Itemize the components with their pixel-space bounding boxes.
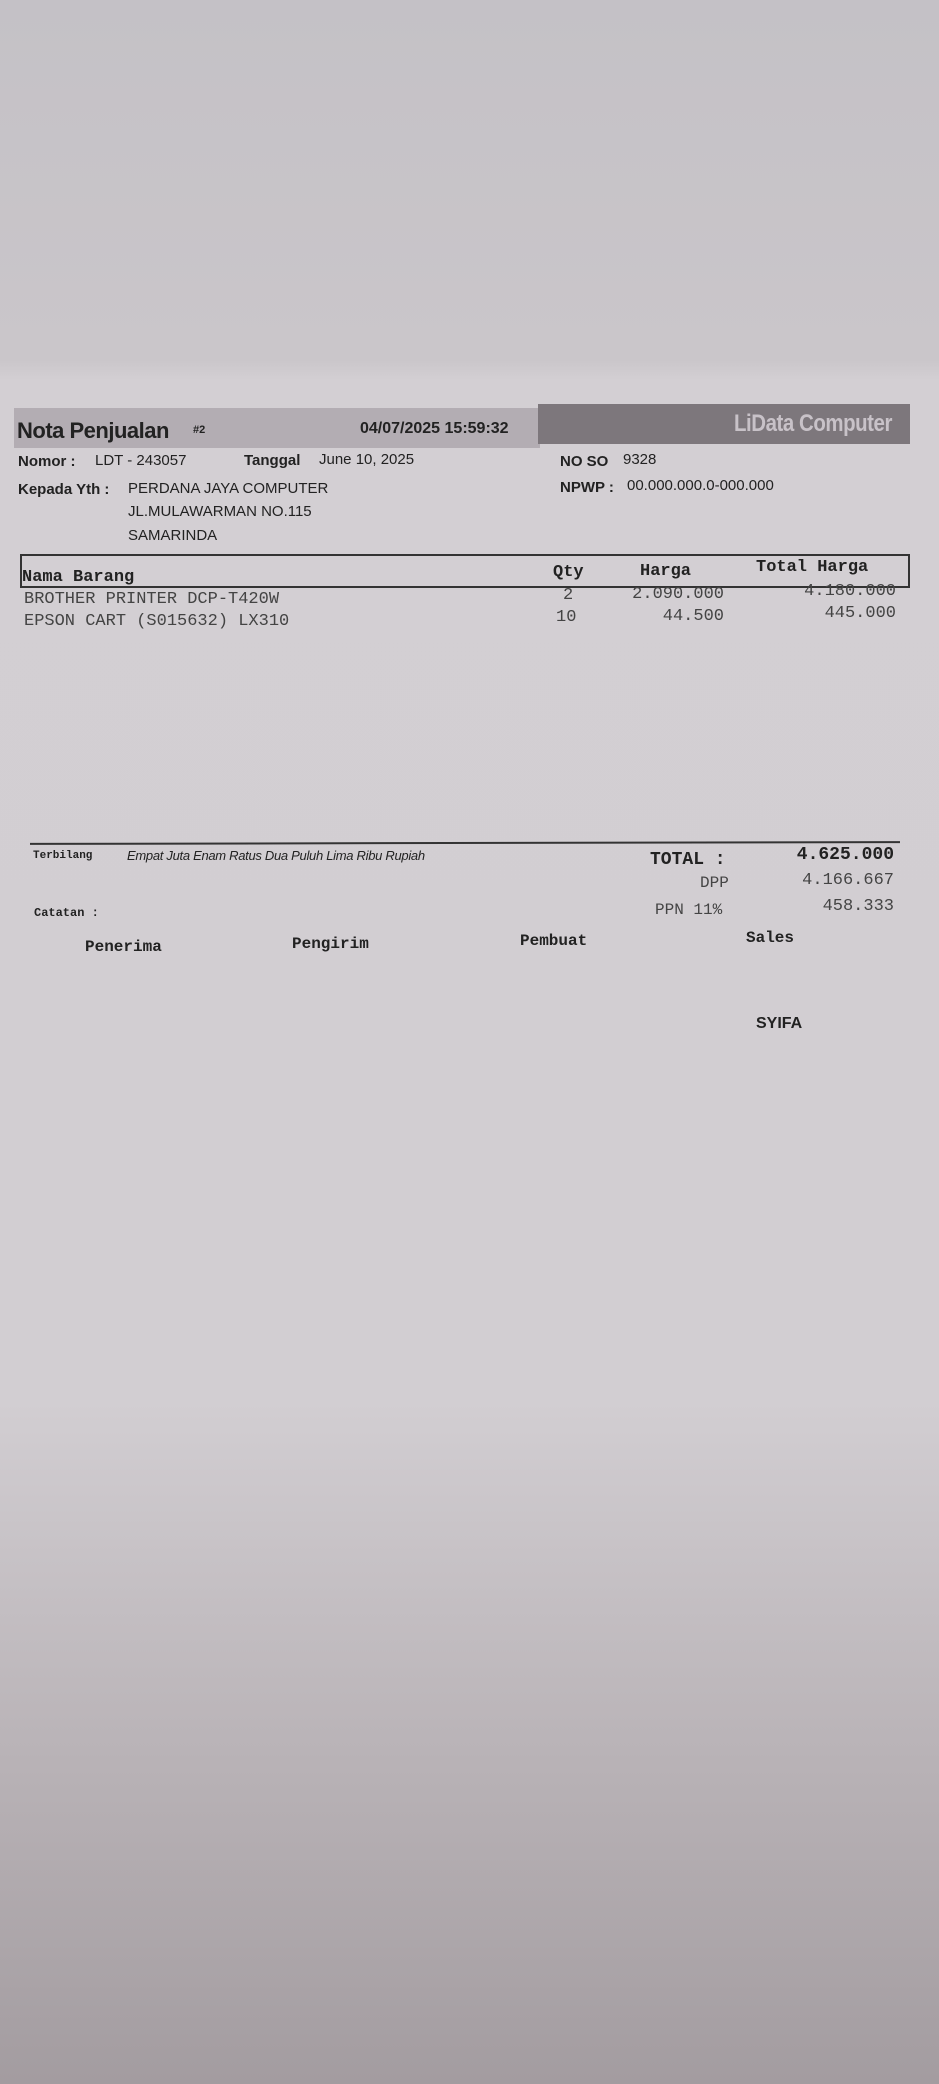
printed-at: 04/07/2025 15:59:32 (360, 420, 509, 437)
tanggal-value: June 10, 2025 (319, 451, 415, 468)
ppn-label: PPN 11% (655, 901, 723, 919)
total-label: TOTAL : (650, 850, 726, 870)
table-header-box (20, 554, 910, 588)
noso-value: 9328 (623, 451, 657, 468)
noso-label: NO SO (560, 453, 609, 470)
col-harga: Harga (640, 562, 692, 581)
header-bar (14, 408, 540, 448)
dpp-value: 4.166.667 (802, 871, 894, 890)
sales-name: SYIFA (756, 1015, 803, 1032)
tanggal-label: Tanggal (244, 452, 301, 469)
item-qty: 2 (563, 586, 574, 605)
terbilang-label: Terbilang (33, 850, 93, 862)
dpp-label: DPP (700, 874, 729, 892)
item-name: EPSON CART (S015632) LX310 (24, 612, 290, 631)
total-value: 4.625.000 (796, 845, 894, 865)
kepada-name: PERDANA JAYA COMPUTER (128, 480, 329, 497)
item-name: BROTHER PRINTER DCP-T420W (24, 590, 280, 609)
kepada-address: JL.MULAWARMAN NO.115 (128, 503, 312, 520)
item-total: 445.000 (824, 604, 896, 623)
ppn-value: 458.333 (822, 897, 894, 916)
company-bar (538, 404, 910, 444)
copy-mark: #2 (193, 424, 206, 436)
item-harga: 2.090.000 (632, 585, 724, 604)
npwp-value: 00.000.000.0-000.000 (627, 477, 774, 494)
nomor-label: Nomor : (18, 453, 76, 470)
catatan-label: Catatan : (34, 906, 99, 920)
item-qty: 10 (556, 608, 577, 627)
kepada-city: SAMARINDA (128, 527, 218, 544)
item-total: 4.180.000 (804, 582, 896, 601)
company-logo: LiData Computer (734, 410, 892, 437)
item-harga: 44.500 (662, 607, 724, 626)
col-total: Total Harga (756, 558, 869, 577)
page-title: Nota Penjualan (17, 418, 169, 443)
terbilang-value: Empat Juta Enam Ratus Dua Puluh Lima Rib… (127, 848, 425, 863)
kepada-label: Kepada Yth : (18, 481, 110, 498)
sig-pengirim: Pengirim (292, 935, 369, 953)
sig-pembuat: Pembuat (520, 932, 588, 950)
sig-sales: Sales (746, 929, 795, 947)
sig-penerima: Penerima (85, 938, 162, 956)
col-qty: Qty (553, 563, 584, 582)
npwp-label: NPWP : (560, 479, 614, 496)
col-nama: Nama Barang (22, 568, 135, 587)
nomor-value: LDT - 243057 (95, 452, 187, 469)
